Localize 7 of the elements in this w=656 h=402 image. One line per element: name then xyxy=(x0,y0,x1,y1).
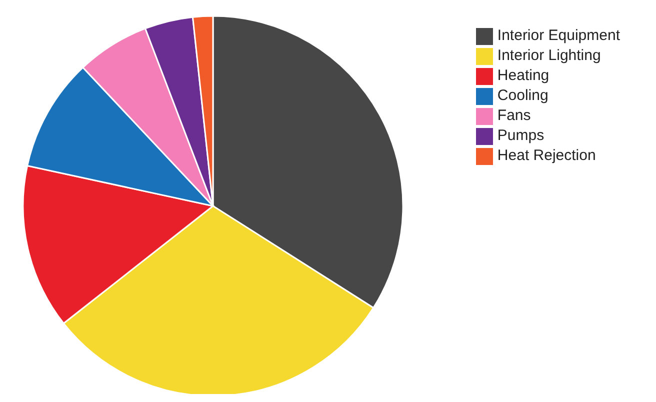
legend-label: Heat Rejection xyxy=(497,147,596,164)
legend-label: Heating xyxy=(497,67,550,84)
legend-label: Interior Lighting xyxy=(497,47,601,64)
legend-label: Interior Equipment xyxy=(497,27,620,44)
legend-label: Cooling xyxy=(497,87,548,104)
legend-label: Fans xyxy=(497,107,531,124)
legend-label: Pumps xyxy=(497,127,544,144)
